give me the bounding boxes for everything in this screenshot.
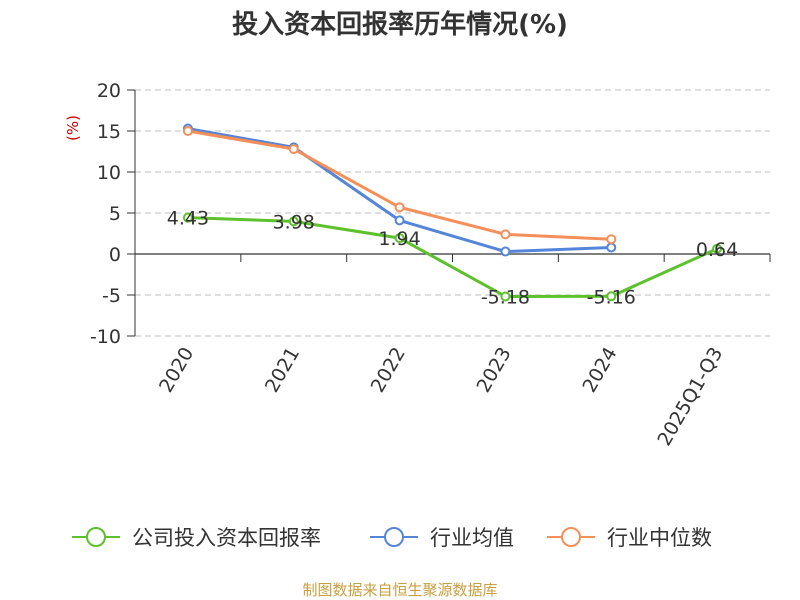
data-point <box>288 216 299 227</box>
x-tick-label: 2025Q1-Q3 <box>653 344 727 450</box>
data-point <box>606 242 617 253</box>
data-point <box>606 291 617 302</box>
x-tick-label: 2022 <box>367 344 410 397</box>
data-point <box>182 126 193 136</box>
data-point <box>500 229 511 240</box>
series <box>182 123 723 302</box>
data-source: 制图数据来自恒生聚源数据库 <box>302 581 497 599</box>
y-tick-label: 15 <box>97 121 121 143</box>
y-tick-label: -5 <box>102 285 121 307</box>
data-point <box>500 291 511 302</box>
data-point <box>712 243 723 254</box>
data-label: -5.16 <box>587 286 636 308</box>
data-point <box>606 234 617 245</box>
data-labels: 4.43 3.98 1.94 -5.18 -5.16 0.64 <box>167 208 738 309</box>
y-tick-label: 5 <box>109 203 121 225</box>
data-label: -5.18 <box>481 286 530 308</box>
chart-title: 投入资本回报率历年情况(%) <box>232 9 568 40</box>
data-label: 0.64 <box>696 239 738 261</box>
y-tick-label: 20 <box>97 80 121 102</box>
legend-label: 公司投入资本回报率 <box>132 526 321 550</box>
x-tick-label: 2021 <box>261 344 304 397</box>
grid <box>135 89 770 337</box>
x-tick-label: 2023 <box>473 343 516 396</box>
data-label: 4.43 <box>167 208 209 230</box>
data-point <box>288 144 299 155</box>
data-label: 1.94 <box>378 228 420 250</box>
x-tick-label: 2024 <box>578 344 621 397</box>
legend-swatch-marker <box>86 527 106 547</box>
legend-label: 行业中位数 <box>607 526 712 550</box>
legend-label: 行业均值 <box>430 526 514 550</box>
y-tick-label: 0 <box>109 244 121 266</box>
axes: 20 15 10 5 0 -5 -10 2020 2021 2022 2023 2024 2025Q1-… <box>90 80 771 450</box>
y-tick-label: -10 <box>90 326 121 348</box>
legend-swatch-marker <box>384 527 404 547</box>
x-tick-label: 2020 <box>155 344 198 397</box>
data-point <box>394 215 405 226</box>
y-axis-unit: (%) <box>64 115 82 141</box>
legend[interactable]: 公司投入资本回报率 行业均值 行业中位数 <box>72 526 712 550</box>
data-label: 3.98 <box>273 211 315 233</box>
legend-swatch-marker <box>561 527 581 547</box>
data-point <box>394 202 405 213</box>
y-tick-label: 10 <box>97 162 121 184</box>
data-point <box>394 233 405 244</box>
data-point <box>500 246 511 257</box>
series-line <box>187 216 718 298</box>
data-point <box>182 212 193 223</box>
